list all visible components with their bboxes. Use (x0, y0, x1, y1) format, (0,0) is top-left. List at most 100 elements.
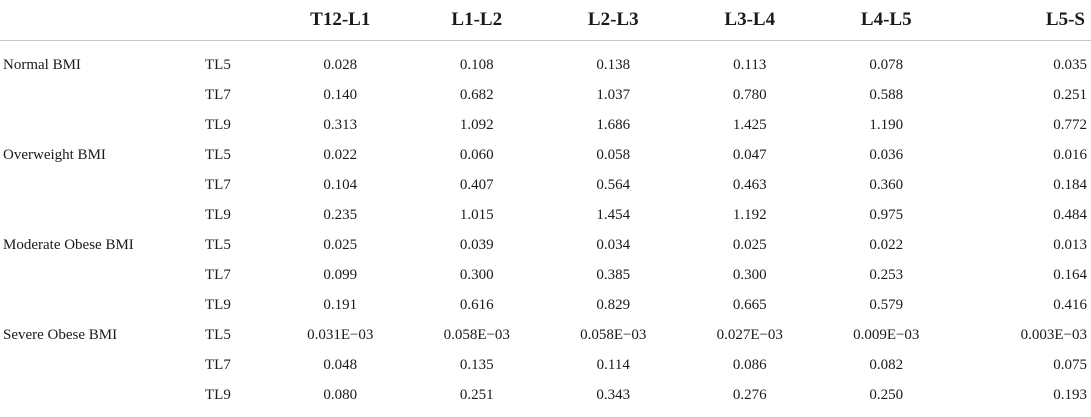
table-cell: 0.009E−03 (818, 321, 955, 351)
table-cell: 0.058 (545, 141, 682, 171)
table-cell: 0.579 (818, 291, 955, 321)
table-cell: 0.108 (409, 40, 546, 81)
table-cell: 0.025 (272, 231, 409, 261)
header-empty-tl (205, 0, 272, 40)
table-cell: 0.360 (818, 171, 955, 201)
row-tl-label: TL9 (205, 381, 272, 418)
table-cell: 0.191 (272, 291, 409, 321)
row-group-label (0, 171, 205, 201)
row-group-label (0, 261, 205, 291)
row-group-label (0, 201, 205, 231)
table-cell: 0.022 (272, 141, 409, 171)
table-cell: 1.190 (818, 111, 955, 141)
table-cell: 0.025 (682, 231, 819, 261)
row-tl-label: TL5 (205, 141, 272, 171)
table-cell: 0.829 (545, 291, 682, 321)
row-tl-label: TL5 (205, 321, 272, 351)
row-group-label: Normal BMI (0, 40, 205, 81)
table-cell: 0.300 (682, 261, 819, 291)
table-cell: 0.463 (682, 171, 819, 201)
table-cell: 0.034 (545, 231, 682, 261)
table-cell: 1.425 (682, 111, 819, 141)
table-cell: 0.416 (955, 291, 1091, 321)
row-group-label (0, 381, 205, 418)
table-cell: 0.031E−03 (272, 321, 409, 351)
table-cell: 0.013 (955, 231, 1091, 261)
table-cell: 0.588 (818, 81, 955, 111)
table-cell: 1.686 (545, 111, 682, 141)
row-tl-label: TL7 (205, 171, 272, 201)
table-cell: 0.016 (955, 141, 1091, 171)
table-cell: 0.975 (818, 201, 955, 231)
table-cell: 0.028 (272, 40, 409, 81)
table-cell: 0.484 (955, 201, 1091, 231)
row-group-label: Moderate Obese BMI (0, 231, 205, 261)
row-tl-label: TL5 (205, 231, 272, 261)
row-group-label (0, 351, 205, 381)
table-cell: 0.616 (409, 291, 546, 321)
row-tl-label: TL7 (205, 261, 272, 291)
header-empty-group (0, 0, 205, 40)
table-cell: 0.250 (818, 381, 955, 418)
column-header: L5-S (955, 0, 1091, 40)
table-cell: 0.003E−03 (955, 321, 1091, 351)
row-group-label: Overweight BMI (0, 141, 205, 171)
table-cell: 0.058E−03 (545, 321, 682, 351)
row-tl-label: TL7 (205, 351, 272, 381)
table-cell: 0.682 (409, 81, 546, 111)
table-cell: 0.048 (272, 351, 409, 381)
table-cell: 1.092 (409, 111, 546, 141)
table-cell: 1.015 (409, 201, 546, 231)
table-cell: 0.253 (818, 261, 955, 291)
table-cell: 0.036 (818, 141, 955, 171)
row-group-label: Severe Obese BMI (0, 321, 205, 351)
row-group-label (0, 291, 205, 321)
table-cell: 0.047 (682, 141, 819, 171)
table-header: T12-L1 L1-L2 L2-L3 L3-L4 L4-L5 L5-S (0, 0, 1091, 40)
table-cell: 0.099 (272, 261, 409, 291)
column-header: T12-L1 (272, 0, 409, 40)
table-cell: 0.385 (545, 261, 682, 291)
row-tl-label: TL5 (205, 40, 272, 81)
table-cell: 0.080 (272, 381, 409, 418)
header-row: T12-L1 L1-L2 L2-L3 L3-L4 L4-L5 L5-S (0, 0, 1091, 40)
table-cell: 1.454 (545, 201, 682, 231)
table-cell: 0.164 (955, 261, 1091, 291)
table-cell: 0.140 (272, 81, 409, 111)
row-tl-label: TL9 (205, 291, 272, 321)
table-cell: 0.251 (409, 381, 546, 418)
table-cell: 0.027E−03 (682, 321, 819, 351)
table-cell: 0.060 (409, 141, 546, 171)
table-cell: 0.407 (409, 171, 546, 201)
table-cell: 0.022 (818, 231, 955, 261)
table-cell: 0.772 (955, 111, 1091, 141)
column-header: L1-L2 (409, 0, 546, 40)
table-cell: 0.665 (682, 291, 819, 321)
table-cell: 0.780 (682, 81, 819, 111)
table-cell: 0.035 (955, 40, 1091, 81)
table-cell: 0.075 (955, 351, 1091, 381)
table-cell: 0.138 (545, 40, 682, 81)
table-cell: 0.086 (682, 351, 819, 381)
table-cell: 0.082 (818, 351, 955, 381)
table-cell: 1.192 (682, 201, 819, 231)
table-cell: 0.313 (272, 111, 409, 141)
table-cell: 0.058E−03 (409, 321, 546, 351)
table-cell: 0.078 (818, 40, 955, 81)
column-header: L2-L3 (545, 0, 682, 40)
row-tl-label: TL9 (205, 111, 272, 141)
table-cell: 0.114 (545, 351, 682, 381)
table-cell: 0.184 (955, 171, 1091, 201)
table-cell: 0.104 (272, 171, 409, 201)
